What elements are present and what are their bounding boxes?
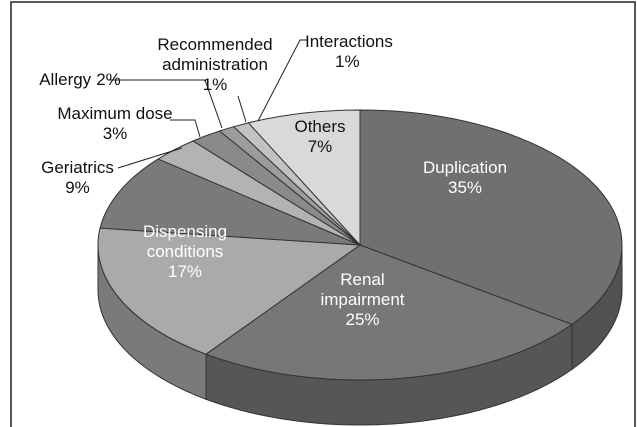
value-label: 35% <box>447 178 483 197</box>
slice-label: Renal impairment 25% <box>300 270 425 330</box>
pie-slice <box>99 158 361 246</box>
category-label: Others <box>294 117 346 136</box>
value-label: 9% <box>65 178 90 197</box>
slice-label: Allergy 2% <box>30 70 130 90</box>
slice-label: Recommended administration 1% <box>140 35 290 95</box>
slice-label: Others 7% <box>280 117 360 157</box>
category-label: Geriatrics <box>41 158 114 177</box>
value-label: 1% <box>335 52 360 71</box>
category-label: Duplication <box>422 158 508 177</box>
pie-slice <box>97 227 362 355</box>
leader-line <box>257 39 308 122</box>
pie-slice <box>247 109 361 247</box>
leader-line <box>170 119 201 138</box>
leader-line <box>117 147 183 169</box>
leader-line <box>108 79 223 129</box>
value-label: 25% <box>345 310 380 329</box>
pie-slice <box>359 109 623 325</box>
category-label: Allergy <box>39 70 92 89</box>
slice-label: Maximum dose 3% <box>30 104 200 144</box>
leader-lines <box>108 39 308 169</box>
frame <box>10 1 636 427</box>
pie-slice <box>204 244 574 381</box>
category-label: Recommended administration <box>157 35 273 74</box>
value-label: 17% <box>167 262 203 281</box>
pie-sides <box>97 244 623 426</box>
slice-label: Geriatrics 9% <box>25 158 130 198</box>
slice-label: Dispensing conditions 17% <box>120 222 250 282</box>
value-label: 7% <box>307 137 333 156</box>
value-label: 1% <box>202 75 228 94</box>
category-label: Dispensing conditions <box>142 222 228 261</box>
pie-tops <box>97 109 623 381</box>
leader-line <box>237 95 247 123</box>
category-label: Maximum dose <box>57 104 173 123</box>
slice-label: Duplication 35% <box>405 158 525 198</box>
slice-label: Interactions 1% <box>305 32 425 72</box>
category-label: Interactions <box>305 32 393 51</box>
value-label: 3% <box>102 124 128 143</box>
value-label: 2% <box>96 70 121 89</box>
category-label: Renal impairment <box>320 270 405 309</box>
